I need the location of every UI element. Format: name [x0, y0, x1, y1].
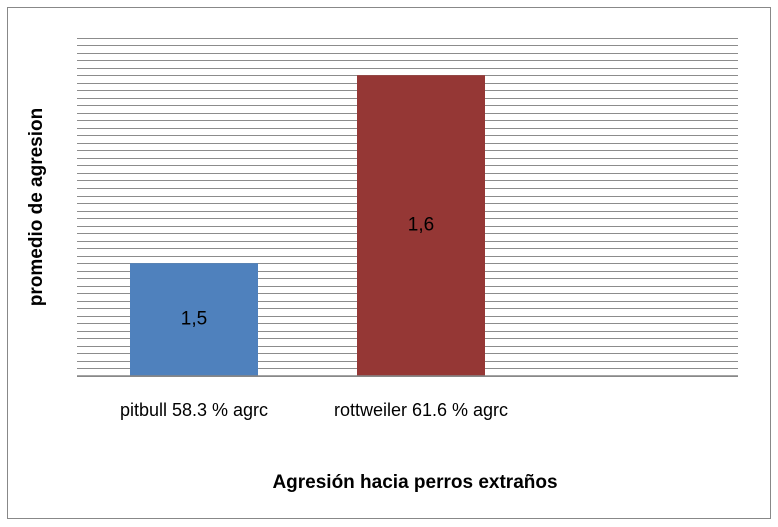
data-label: 1,6: [408, 215, 434, 236]
bar: [130, 263, 258, 376]
x-axis-title: Agresión hacia perros extraños: [272, 472, 557, 493]
y-axis-title: promedio de agresion: [26, 108, 47, 306]
data-label: 1,5: [181, 309, 207, 330]
x-tick-label: rottweiler 61.6 % agrc: [333, 400, 509, 420]
bar: [357, 75, 485, 376]
x-tick-label: pitbull 58.3 % agrc: [119, 400, 269, 420]
